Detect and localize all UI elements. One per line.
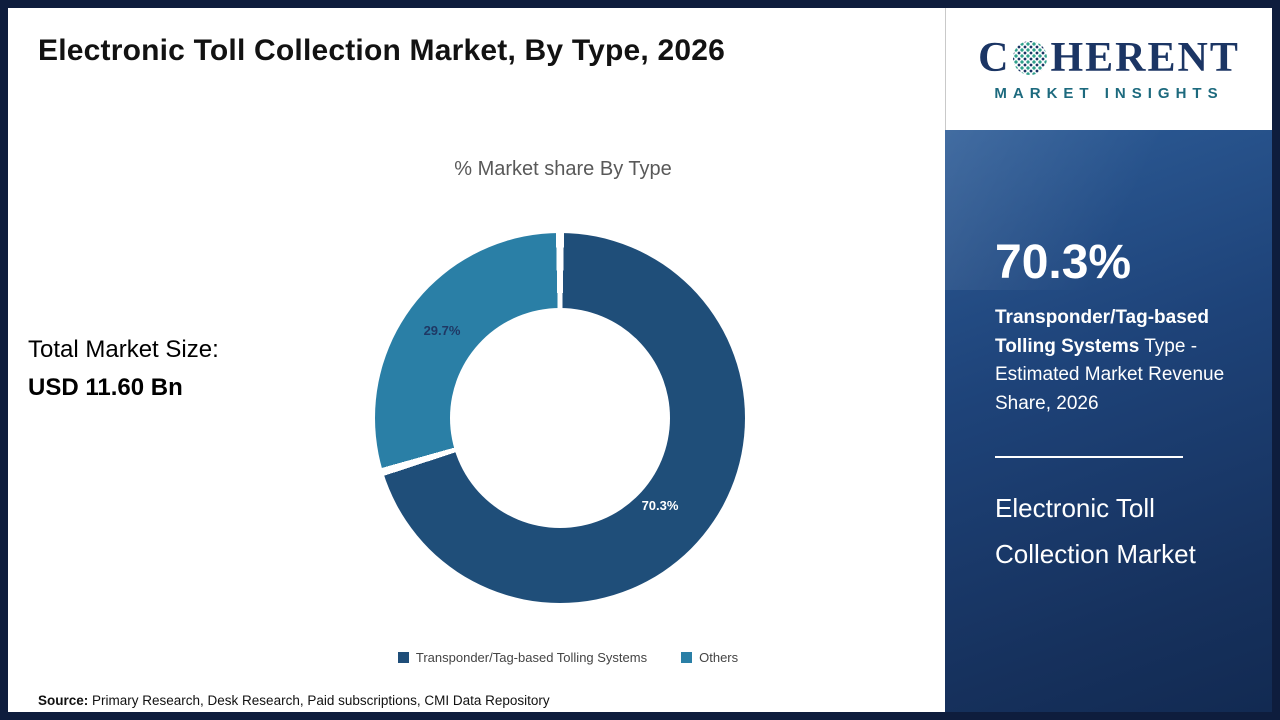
segment-label-others: 29.7% (423, 323, 461, 338)
legend-label-transponder: Transponder/Tag-based Tolling Systems (415, 650, 648, 665)
page-title: Electronic Toll Collection Market, By Ty… (38, 34, 726, 67)
brand-tagline: MARKET INSIGHTS (994, 84, 1224, 102)
segment-label-transponder: 70.3% (641, 498, 679, 513)
highlight-panel-content: 70.3% Transponder/Tag-based Tolling Syst… (945, 130, 1272, 577)
brand-wordmark: C HERENT (978, 37, 1240, 79)
legend-swatch-others (681, 652, 693, 663)
highlight-panel: 70.3% Transponder/Tag-based Tolling Syst… (945, 130, 1272, 712)
legend-item-transponder: Transponder/Tag-based Tolling Systems (397, 650, 648, 665)
brand-letter-c: C (978, 34, 1011, 81)
brand-logo: C HERENT MARKET INSIGHTS (945, 8, 1272, 130)
globe-icon (1013, 40, 1048, 75)
donut-hole (450, 308, 670, 528)
total-market-size-block: Total Market Size: USD 11.60 Bn (28, 336, 219, 402)
panel-market-title: Electronic Toll Collection Market (995, 493, 1196, 569)
panel-divider (995, 456, 1183, 458)
highlight-description: Transponder/Tag-based Tolling Systems Ty… (995, 304, 1227, 418)
highlight-description-bold: Transponder/Tag-based Tolling Systems (995, 307, 1209, 357)
chart-title: % Market share By Type (454, 158, 672, 180)
total-market-size-value: USD 11.60 Bn (28, 374, 183, 401)
legend-label-others: Others (699, 650, 739, 665)
donut-chart: 70.3% 29.7% (375, 233, 745, 603)
source-prefix: Source: (38, 693, 89, 708)
source-text: Primary Research, Desk Research, Paid su… (88, 693, 550, 708)
highlight-stat: 70.3% (995, 236, 1132, 289)
chart-canvas: Electronic Toll Collection Market, By Ty… (8, 8, 945, 712)
source-line: Source: Primary Research, Desk Research,… (38, 693, 550, 708)
chart-legend: Transponder/Tag-based Tolling Systems Ot… (198, 650, 938, 665)
brand-letters-rest: HERENT (1050, 34, 1240, 81)
highlight-description-rest: Type - Estimated Market Revenue Share, 2… (995, 335, 1225, 414)
legend-item-others: Others (681, 650, 738, 665)
legend-swatch-transponder (397, 652, 409, 663)
total-market-size-label: Total Market Size: (28, 336, 219, 363)
